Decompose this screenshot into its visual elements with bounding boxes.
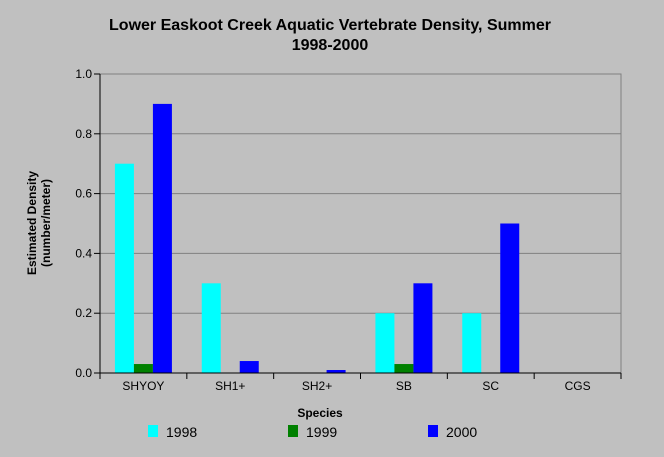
- legend-label-1998: 1998: [166, 424, 197, 440]
- y-tick-label: 0.4: [75, 246, 92, 260]
- y-tick-label: 0.8: [75, 127, 92, 141]
- y-tick-label: 0.6: [75, 187, 92, 201]
- plot-area: [99, 73, 622, 374]
- chart-subtitle: 1998-2000: [292, 37, 369, 54]
- y-axis-label-line2: (number/meter): [39, 179, 53, 267]
- x-tick-label: SHYOY: [122, 379, 164, 393]
- x-tick-label: SH2+: [302, 379, 332, 393]
- bar-1999-SHYOY: [133, 364, 153, 373]
- x-tick-label: SC: [482, 379, 499, 393]
- legend-label-2000: 2000: [446, 424, 477, 440]
- bar-1998-SHYOY: [114, 163, 134, 373]
- bar-1998-SH1+: [201, 283, 221, 373]
- legend: 1998 1999 2000: [148, 424, 477, 440]
- bar-2000-SH2+: [326, 370, 346, 373]
- x-tick-label: SB: [396, 379, 412, 393]
- y-tick-label: 0.2: [75, 306, 92, 320]
- y-tick-label: 1.0: [75, 67, 92, 81]
- x-tick-label: SH1+: [215, 379, 245, 393]
- x-axis-label: Species: [297, 406, 343, 420]
- bars: [114, 103, 520, 374]
- grid-lines: [100, 133, 621, 314]
- bar-2000-SC: [500, 223, 520, 373]
- bar-2000-SH1+: [239, 361, 259, 373]
- bar-1999-SB: [394, 364, 414, 373]
- axes: 0.0 0.2 0.4 0.6 0.8 1.0 SHYOY SH1+ SH2+ SB SC CGS: [75, 67, 622, 393]
- y-axis-label-line1: Estimated Density: [25, 171, 39, 275]
- legend-swatch-1999: [288, 425, 298, 437]
- chart-title: Lower Easkoot Creek Aquatic Vertebrate D…: [109, 17, 551, 34]
- legend-swatch-1998: [148, 425, 158, 437]
- bar-1998-SC: [462, 313, 482, 373]
- bar-1998-SB: [375, 313, 395, 373]
- bar-2000-SB: [413, 283, 433, 373]
- bar-2000-SHYOY: [152, 103, 172, 374]
- y-tick-label: 0.0: [75, 366, 92, 380]
- legend-label-1999: 1999: [306, 424, 337, 440]
- legend-swatch-2000: [428, 425, 438, 437]
- x-tick-label: CGS: [565, 379, 591, 393]
